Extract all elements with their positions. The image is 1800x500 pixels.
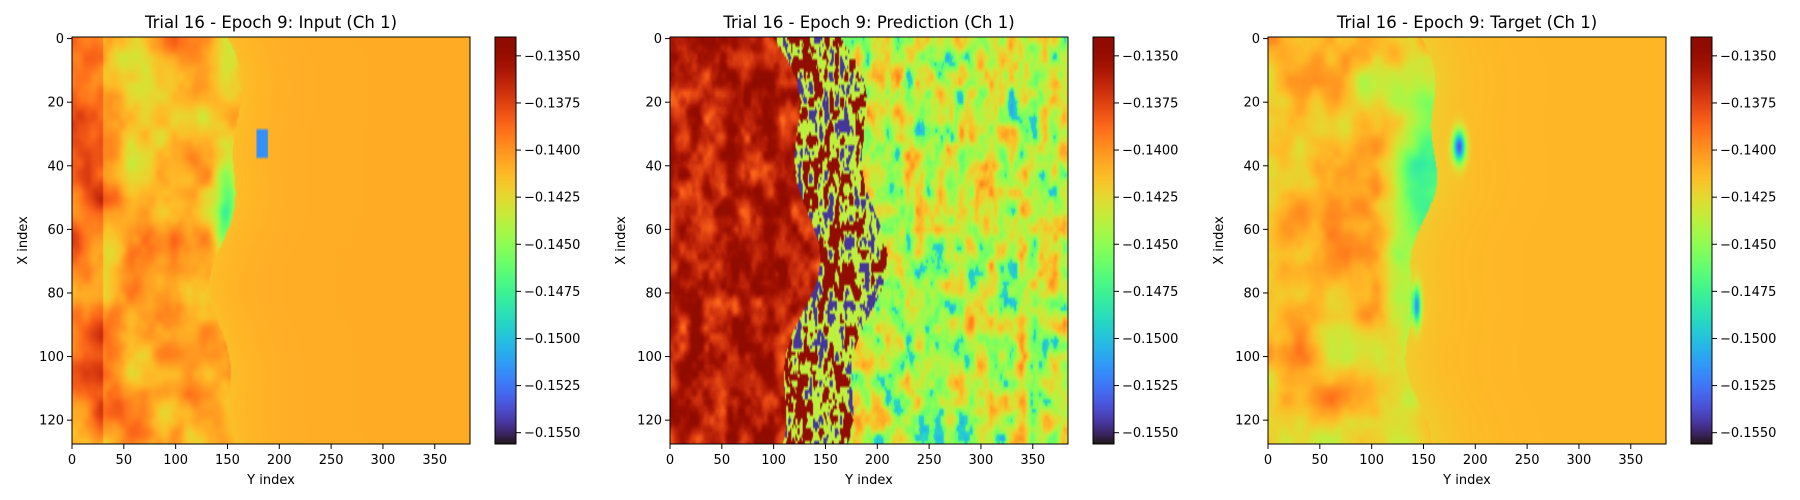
y-tick-label: 0: [654, 32, 662, 47]
colorbar-frame: [1092, 36, 1115, 445]
x-tick-label: 200: [1463, 453, 1488, 468]
colorbar-tick-label: −0.1350: [524, 49, 580, 64]
heatmap-image-input: [72, 37, 470, 444]
colorbar: [495, 37, 516, 444]
y-axis-label: X index: [614, 216, 629, 265]
y-tick-label: 20: [1243, 96, 1260, 111]
colorbar-tick-label: −0.1425: [524, 191, 580, 206]
colorbar-tick-label: −0.1400: [1720, 144, 1776, 159]
y-tick-label: 40: [47, 159, 64, 174]
y-tick-label: 20: [645, 96, 662, 111]
x-tick-label: 300: [969, 453, 994, 468]
colorbar-frame: [494, 36, 517, 445]
colorbar-tick-label: −0.1525: [1720, 379, 1776, 394]
x-tick-label: 350: [1020, 453, 1045, 468]
colorbar-tick-label: −0.1500: [524, 332, 580, 347]
x-tick-label: 100: [163, 453, 188, 468]
colorbar-tick-label: −0.1525: [1122, 379, 1178, 394]
x-tick-label: 200: [267, 453, 292, 468]
x-axis-label: Y index: [844, 473, 893, 488]
y-tick-label: 100: [39, 350, 64, 365]
colorbar-tick-label: −0.1400: [1122, 144, 1178, 159]
colorbar-tick-label: −0.1450: [524, 238, 580, 253]
colorbar-tick-label: −0.1550: [524, 426, 580, 441]
x-tick-label: 300: [1567, 453, 1592, 468]
chart-title: Trial 16 - Epoch 9: Input (Ch 1): [144, 13, 397, 32]
x-tick-label: 150: [215, 453, 240, 468]
y-tick-label: 100: [1235, 350, 1260, 365]
colorbar-tick-label: −0.1500: [1720, 332, 1776, 347]
y-tick-label: 80: [47, 286, 64, 301]
heatmap-panel-input: Trial 16 - Epoch 9: Input (Ch 1) 0 50 100 15…: [16, 13, 580, 488]
y-tick-label: 80: [645, 286, 662, 301]
colorbar-tick-label: −0.1550: [1720, 426, 1776, 441]
y-tick-label: 120: [39, 414, 64, 429]
heatmap-panel-target: Trial 16 - Epoch 9: Target (Ch 1) 0 50 100 1…: [1212, 13, 1776, 488]
plot-frame: [1267, 36, 1667, 445]
x-tick-label: 150: [1411, 453, 1436, 468]
colorbar-tick-label: −0.1525: [524, 379, 580, 394]
x-tick-label: 150: [813, 453, 838, 468]
x-tick-label: 0: [68, 453, 76, 468]
colorbar-tick-label: −0.1375: [1122, 96, 1178, 111]
y-axis-label: X index: [16, 216, 31, 265]
y-axis-label: X index: [1212, 216, 1227, 265]
colorbar-tick-label: −0.1375: [524, 96, 580, 111]
colorbar-tick-label: −0.1400: [524, 144, 580, 159]
colorbar-tick-label: −0.1450: [1720, 238, 1776, 253]
heatmap-image-prediction: [670, 37, 1068, 444]
colorbar-frame: [1690, 36, 1713, 445]
y-tick-label: 100: [637, 350, 662, 365]
colorbar-tick-label: −0.1425: [1122, 191, 1178, 206]
y-tick-label: 60: [1243, 223, 1260, 238]
colorbar-tick-label: −0.1500: [1122, 332, 1178, 347]
colorbar: [1691, 37, 1712, 444]
x-axis-label: Y index: [1442, 473, 1491, 488]
x-tick-label: 50: [116, 453, 133, 468]
y-tick-label: 40: [1243, 159, 1260, 174]
x-tick-label: 300: [371, 453, 396, 468]
colorbar: [1093, 37, 1114, 444]
colorbar-tick-label: −0.1375: [1720, 96, 1776, 111]
plot-frame: [71, 36, 471, 445]
colorbar-tick-label: −0.1350: [1720, 49, 1776, 64]
x-axis-label: Y index: [246, 473, 295, 488]
colorbar-tick-label: −0.1475: [1122, 285, 1178, 300]
y-tick-label: 40: [645, 159, 662, 174]
y-tick-label: 0: [56, 32, 64, 47]
x-tick-label: 50: [714, 453, 731, 468]
x-tick-label: 350: [422, 453, 447, 468]
x-tick-label: 50: [1312, 453, 1329, 468]
heatmap-image-target: [1268, 37, 1666, 444]
y-tick-label: 80: [1243, 286, 1260, 301]
colorbar-tick-label: −0.1450: [1122, 238, 1178, 253]
colorbar-tick-label: −0.1350: [1122, 49, 1178, 64]
plot-frame: [669, 36, 1069, 445]
x-tick-label: 250: [1515, 453, 1540, 468]
heatmap-panel-prediction: Trial 16 - Epoch 9: Prediction (Ch 1) 0 50…: [614, 13, 1178, 488]
y-tick-label: 20: [47, 96, 64, 111]
chart-title: Trial 16 - Epoch 9: Target (Ch 1): [1336, 13, 1597, 32]
x-tick-label: 250: [319, 453, 344, 468]
y-tick-label: 120: [637, 414, 662, 429]
x-tick-label: 100: [761, 453, 786, 468]
colorbar-tick-label: −0.1550: [1122, 426, 1178, 441]
colorbar-tick-label: −0.1475: [1720, 285, 1776, 300]
chart-title: Trial 16 - Epoch 9: Prediction (Ch 1): [722, 13, 1014, 32]
y-tick-label: 60: [645, 223, 662, 238]
x-tick-label: 250: [917, 453, 942, 468]
x-tick-label: 350: [1618, 453, 1643, 468]
colorbar-tick-label: −0.1425: [1720, 191, 1776, 206]
x-tick-label: 200: [865, 453, 890, 468]
y-tick-label: 60: [47, 223, 64, 238]
x-tick-label: 0: [1264, 453, 1272, 468]
y-tick-label: 120: [1235, 414, 1260, 429]
x-tick-label: 0: [666, 453, 674, 468]
colorbar-tick-label: −0.1475: [524, 285, 580, 300]
y-tick-label: 0: [1252, 32, 1260, 47]
x-tick-label: 100: [1359, 453, 1384, 468]
